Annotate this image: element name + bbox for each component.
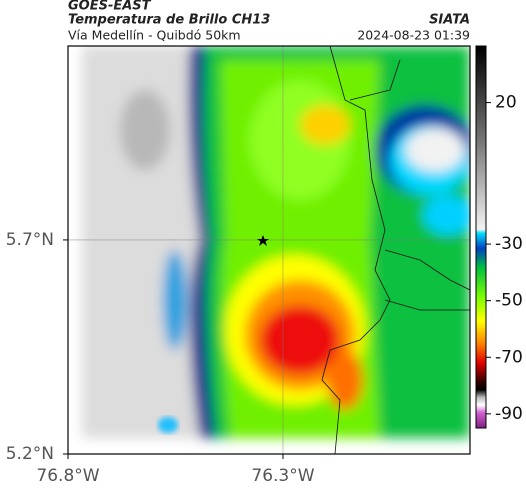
route: Vía Medellín - Quibdó 50km: [68, 28, 241, 43]
title: GOES-EAST: [68, 0, 152, 14]
y-tick-label: 5.2°N: [6, 444, 54, 464]
subtitle: Temperatura de Brillo CH13: [68, 13, 270, 28]
satellite-image: [68, 46, 470, 454]
timestamp: 2024-08-23 01:39: [357, 28, 470, 43]
location-marker: [257, 235, 269, 246]
colorbar-tick-label: -90: [495, 404, 523, 424]
colorbar-tick-label: -50: [495, 291, 523, 311]
colorbar-tick-label: -30: [495, 234, 523, 254]
x-tick-label: 76.3°W: [251, 466, 314, 486]
map-frame: [67, 45, 471, 455]
colorbar-tick-label: 20: [495, 93, 517, 113]
x-tick-label: 76.8°W: [36, 466, 99, 486]
colorbar-tick-label: -70: [495, 347, 523, 367]
source: SIATA: [429, 13, 470, 28]
y-tick-label: 5.7°N: [6, 230, 54, 250]
colorbar: [475, 45, 487, 429]
